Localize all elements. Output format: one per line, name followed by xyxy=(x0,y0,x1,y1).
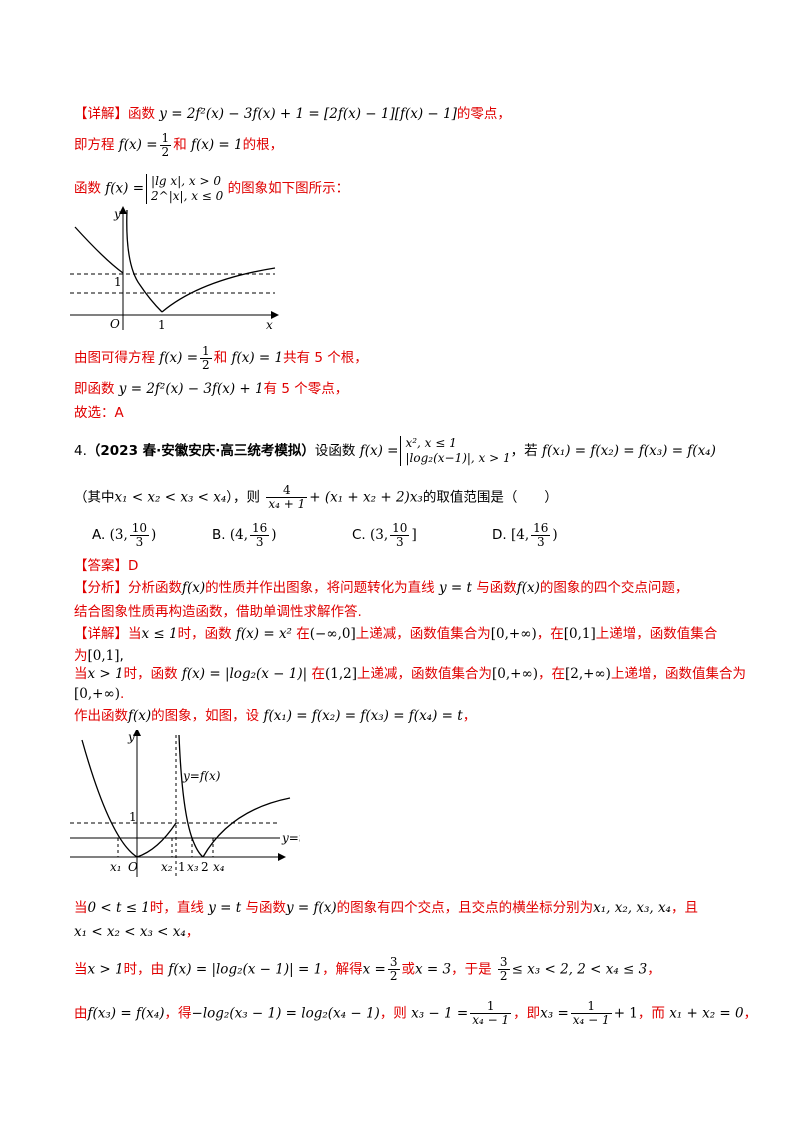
question-4-line-2: （其中x₁ < x₂ < x₃ < x₄），则 4 x₄ + 1 + (x₁ + x… xyxy=(74,483,558,511)
detail-line-6: 故选：A xyxy=(74,405,124,421)
detail-d2b: [0,+∞). xyxy=(74,686,125,702)
x4-label: x₄ xyxy=(213,860,225,874)
tick-y-1: 1 xyxy=(114,275,122,289)
detail-line-4: 由图可得方程 f(x) = 1 2 和 f(x) = 1共有 5 个根， xyxy=(74,344,368,372)
detail-line-2: 即方程 f(x) = 1 2 和 f(x) = 1的根， xyxy=(74,131,284,159)
question-source: （2023 春·安徽安庆·高三统考模拟） xyxy=(86,443,315,459)
line-t-label: y=t xyxy=(281,831,300,845)
y-axis-label: y xyxy=(127,730,135,744)
math-expression: y = 2f²(x) − 3f(x) + 1 = [2f(x) − 1][f(x… xyxy=(159,106,457,122)
choice-d[interactable]: D. [4, 16 3) xyxy=(492,521,558,549)
detail-line-3: 函数 f(x) = |lg x|, x > 0 2^|x|, x ≤ 0 的图象如下… xyxy=(74,174,350,204)
piecewise-brace: |lg x|, x > 0 2^|x|, x ≤ 0 xyxy=(146,174,223,204)
choice-c[interactable]: C. (3, 10 3] xyxy=(352,521,417,549)
answer-value: D xyxy=(128,558,139,574)
detail-d3: 作出函数f(x)的图象，如图，设 f(x₁) = f(x₂) = f(x₃) =… xyxy=(74,708,477,724)
x2-label: x₂ xyxy=(161,860,173,874)
analysis-line-1: 【分析】分析函数f(x)的性质并作出图象，将问题转化为直线 y = t 与函数f… xyxy=(74,580,689,596)
detail-line-5: 即函数 y = 2f²(x) − 3f(x) + 1有 5 个零点， xyxy=(74,381,349,397)
analysis-label: 【分析】 xyxy=(74,580,128,596)
detail-label: 【详解】 xyxy=(74,626,128,642)
function-graph-2: y y=f(x) y=t 1 x₁ O x₂ 1 x₃ 2 x₄ xyxy=(70,730,300,878)
question-4-line-1: 4.（2023 春·安徽安庆·高三统考模拟）设函数 f(x) = x², x ≤ … xyxy=(74,436,716,466)
origin-label: O xyxy=(110,317,120,331)
x-axis-label: x xyxy=(266,318,273,332)
y-axis-label: y xyxy=(113,207,121,221)
detail-line-1: 【详解】函数 y = 2f²(x) − 3f(x) + 1 = [2f(x) −… xyxy=(74,106,511,122)
x3-label: x₃ xyxy=(187,860,199,874)
detail-d1b: 为[0,1], xyxy=(74,648,124,664)
answer-label: 【答案】 xyxy=(74,558,128,574)
tick-x-1: 1 xyxy=(158,318,166,332)
answer-line: 【答案】D xyxy=(74,556,138,576)
analysis-line-2: 结合图象性质再构造函数，借助单调性求解作答. xyxy=(74,604,362,620)
detail-e3: 由f(x₃) = f(x₄)，得−log₂(x₃ − 1) = log₂(x₄ … xyxy=(74,999,758,1027)
detail-e2: 当x > 1时，由 f(x) = |log₂(x − 1)| = 1，解得x =… xyxy=(74,955,661,983)
curve-label: y=f(x) xyxy=(182,769,221,783)
origin-label: O xyxy=(128,860,138,874)
tick-y-1: 1 xyxy=(129,810,137,824)
detail-label: 【详解】 xyxy=(74,106,128,122)
function-graph-1: y x O 1 1 xyxy=(70,206,279,332)
tick-x-2: 2 xyxy=(201,860,209,874)
choice-b[interactable]: B. (4, 16 3) xyxy=(212,521,277,549)
tick-x-1: 1 xyxy=(178,860,186,874)
detail-d2: 当x > 1时，函数 f(x) = |log₂(x − 1)| 在(1,2]上递… xyxy=(74,666,746,682)
choice-a[interactable]: A. (3, 10 3) xyxy=(92,521,157,549)
detail-d1: 【详解】当x ≤ 1时，函数 f(x) = x² 在(−∞,0]上递减，函数值集… xyxy=(74,626,718,642)
detail-e1: 当0 < t ≤ 1时，直线 y = t 与函数y = f(x)的图象有四个交点… xyxy=(74,900,698,916)
detail-e1b: x₁ < x₂ < x₃ < x₄， xyxy=(74,924,200,940)
x1-label: x₁ xyxy=(110,860,122,874)
